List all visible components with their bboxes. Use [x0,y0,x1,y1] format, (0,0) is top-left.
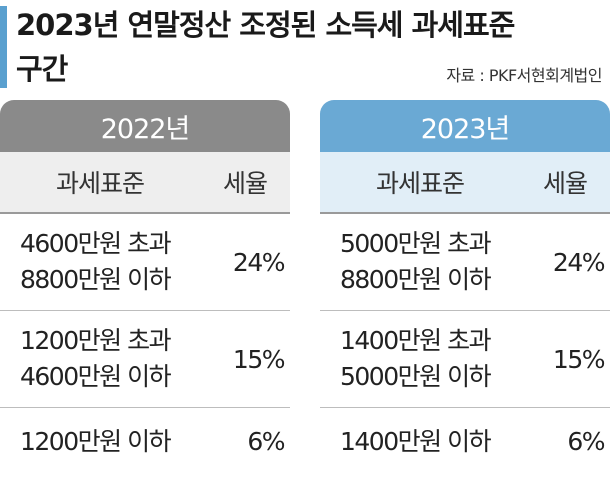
table-2022: 2022년 과세표준 세율 4600만원 초과 8800만원 이하 24% 12… [0,100,290,479]
page-title-line2: 구간 [16,52,68,86]
table-2023: 2023년 과세표준 세율 5000만원 초과 8800만원 이하 24% 14… [320,100,610,479]
table-row: 4600만원 초과 8800만원 이하 24% [0,214,290,311]
rate-cell: 6% [247,427,285,456]
bracket-cell: 5000만원 초과 8800만원 이하 [320,226,534,298]
year-header: 2023년 [320,100,610,152]
table-row: 1400만원 이하 6% [320,408,610,475]
rate-cell: 24% [232,247,286,277]
bracket-cell: 4600만원 초과 8800만원 이하 [0,226,214,298]
table-row: 1200만원 이하 6% [0,408,290,475]
bracket-upper: 8800만원 이하 [20,265,172,294]
bracket-lower: 1200만원 이하 [20,426,172,456]
bracket-lower: 4600만원 초과 [20,229,172,258]
title-accent-bar [0,6,7,88]
rate-cell: 15% [552,344,606,374]
bracket-lower: 1400만원 이하 [340,426,492,456]
bracket-cell: 1400만원 이하 [320,424,534,460]
column-header-base: 과세표준 [55,169,145,198]
rate-cell: 6% [567,427,605,456]
column-header-row: 과세표준 세율 [0,152,290,214]
bracket-upper: 4600만원 이하 [20,362,172,391]
bracket-lower: 1400만원 초과 [340,326,492,355]
rate-cell: 24% [552,247,606,277]
table-row: 1400만원 초과 5000만원 이하 15% [320,311,610,408]
table-row: 5000만원 초과 8800만원 이하 24% [320,214,610,311]
rate-cell: 15% [232,344,286,374]
column-header-base: 과세표준 [375,169,465,198]
bracket-cell: 1200만원 이하 [0,424,214,460]
bracket-cell: 1400만원 초과 5000만원 이하 [320,323,534,395]
bracket-upper: 5000만원 이하 [340,362,492,391]
column-header-rate: 세율 [222,169,268,198]
column-header-row: 과세표준 세율 [320,152,610,214]
bracket-lower: 1200만원 초과 [20,326,172,355]
source-note: 자료 : PKF서현회계법인 [446,66,602,85]
year-header: 2022년 [0,100,290,152]
bracket-upper: 8800만원 이하 [340,265,492,294]
bracket-cell: 1200만원 초과 4600만원 이하 [0,323,214,395]
table-row: 1200만원 초과 4600만원 이하 15% [0,311,290,408]
page-title: 2023년 연말정산 조정된 소득세 과세표준 [16,8,515,42]
column-header-rate: 세율 [542,169,588,198]
bracket-lower: 5000만원 초과 [340,229,492,258]
